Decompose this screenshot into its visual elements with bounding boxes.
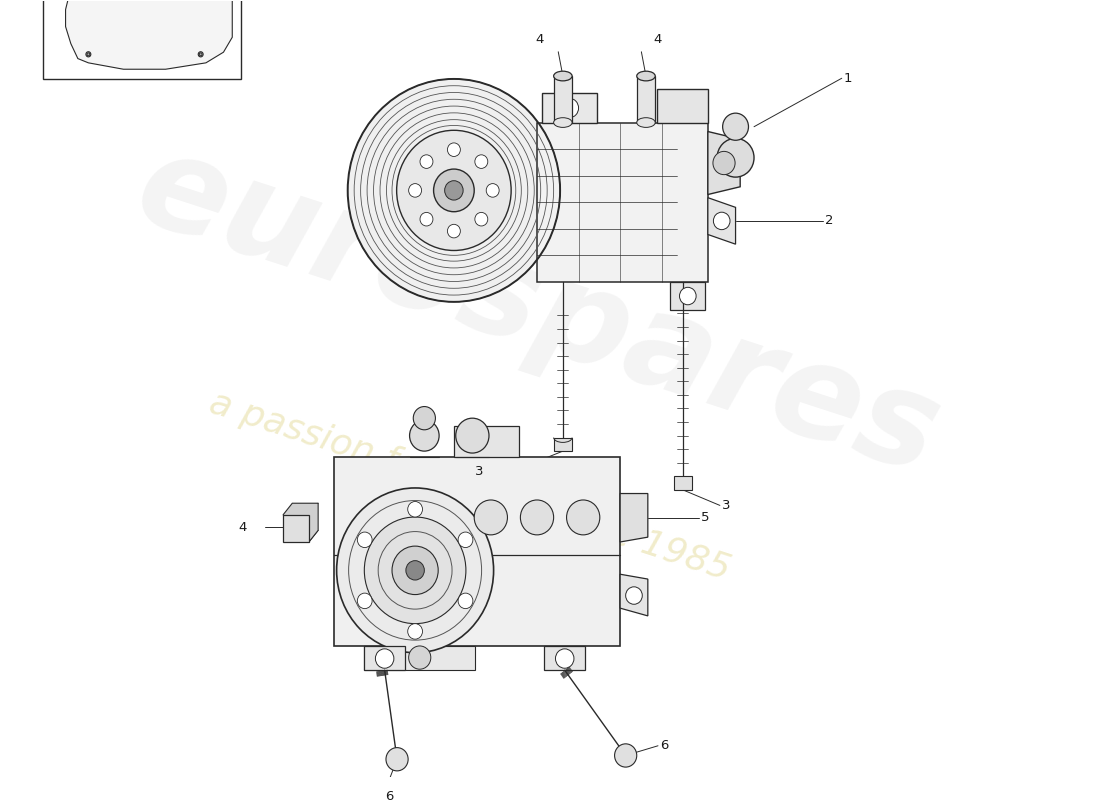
Text: eurospares: eurospares — [121, 122, 955, 501]
Circle shape — [520, 500, 553, 535]
Circle shape — [408, 184, 421, 197]
Circle shape — [486, 184, 499, 197]
Bar — [364, 646, 405, 670]
Text: 5: 5 — [701, 511, 710, 524]
Ellipse shape — [637, 71, 656, 81]
Circle shape — [723, 113, 748, 140]
Circle shape — [458, 532, 473, 547]
Circle shape — [337, 488, 494, 653]
Circle shape — [615, 744, 637, 767]
Bar — [544, 646, 585, 670]
Circle shape — [458, 593, 473, 609]
Circle shape — [199, 53, 202, 56]
Circle shape — [556, 649, 574, 668]
Circle shape — [386, 748, 408, 771]
Polygon shape — [620, 574, 648, 616]
Text: 2: 2 — [825, 214, 834, 227]
Polygon shape — [708, 131, 740, 194]
Circle shape — [713, 151, 735, 174]
Text: 3: 3 — [722, 499, 730, 512]
Bar — [637, 76, 656, 122]
Polygon shape — [283, 503, 318, 542]
Circle shape — [375, 649, 394, 668]
Text: 6: 6 — [660, 739, 668, 752]
Circle shape — [475, 155, 487, 168]
Circle shape — [86, 52, 91, 57]
Circle shape — [560, 98, 579, 118]
Circle shape — [348, 79, 560, 302]
Circle shape — [392, 546, 438, 594]
Polygon shape — [333, 457, 620, 646]
Polygon shape — [283, 515, 309, 542]
Ellipse shape — [553, 71, 572, 81]
Circle shape — [680, 287, 696, 305]
Bar — [43, 0, 242, 79]
Circle shape — [408, 646, 431, 670]
Circle shape — [420, 212, 433, 226]
Polygon shape — [620, 494, 648, 542]
Polygon shape — [541, 94, 597, 122]
Bar — [553, 76, 572, 122]
Circle shape — [714, 212, 730, 230]
Text: 4: 4 — [653, 33, 662, 46]
Ellipse shape — [553, 118, 572, 127]
Circle shape — [566, 500, 600, 535]
Circle shape — [414, 406, 436, 430]
Circle shape — [626, 587, 642, 604]
Polygon shape — [537, 122, 708, 282]
Text: 6: 6 — [385, 790, 394, 800]
Circle shape — [358, 593, 372, 609]
Bar — [553, 438, 572, 451]
Text: 1: 1 — [844, 72, 852, 85]
Circle shape — [433, 169, 474, 212]
Circle shape — [198, 52, 204, 57]
Circle shape — [455, 418, 490, 453]
Polygon shape — [364, 646, 475, 670]
Text: 3: 3 — [475, 465, 484, 478]
Polygon shape — [670, 282, 705, 310]
Polygon shape — [708, 198, 736, 244]
Circle shape — [448, 143, 461, 157]
Polygon shape — [454, 426, 518, 457]
Circle shape — [87, 53, 90, 56]
Circle shape — [408, 502, 422, 517]
Circle shape — [364, 517, 466, 624]
Circle shape — [420, 155, 433, 168]
Polygon shape — [66, 0, 232, 70]
Ellipse shape — [637, 118, 656, 127]
Text: a passion for parts since 1985: a passion for parts since 1985 — [205, 386, 734, 586]
Circle shape — [717, 138, 754, 177]
Circle shape — [408, 624, 422, 639]
Text: 4: 4 — [239, 521, 248, 534]
Circle shape — [397, 130, 512, 250]
Bar — [673, 476, 692, 490]
Circle shape — [475, 212, 487, 226]
Polygon shape — [657, 89, 708, 122]
Circle shape — [409, 420, 439, 451]
Circle shape — [448, 224, 461, 238]
Text: 4: 4 — [536, 33, 544, 46]
Circle shape — [474, 500, 507, 535]
Circle shape — [358, 532, 372, 547]
Circle shape — [444, 181, 463, 200]
Circle shape — [406, 561, 425, 580]
